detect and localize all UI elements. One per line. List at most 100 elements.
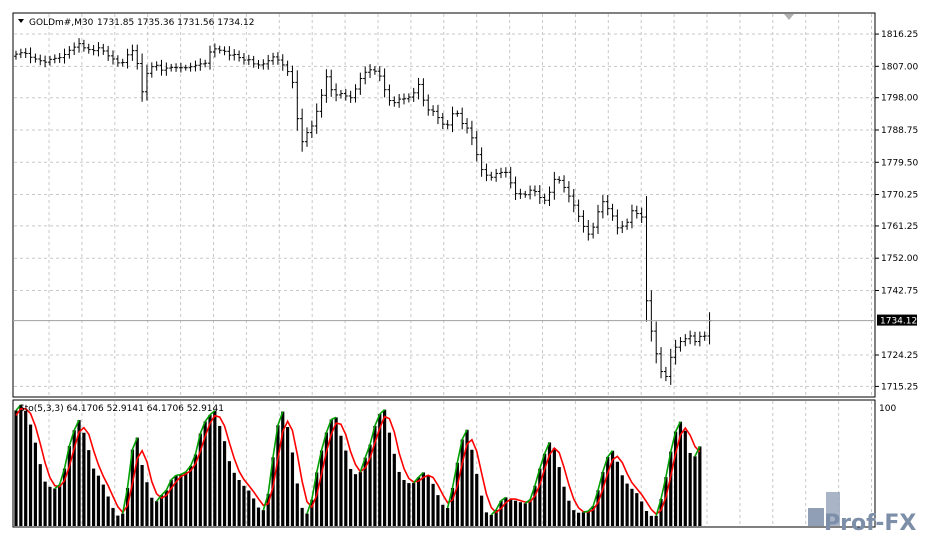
stochastic-bar — [397, 471, 401, 526]
price-bar — [465, 118, 470, 134]
price-bar — [169, 63, 174, 72]
price-bar — [271, 52, 276, 65]
price-bar — [532, 185, 537, 197]
price-bar — [382, 68, 387, 98]
price-bar — [14, 50, 18, 60]
price-tick-label: 1770.25 — [881, 191, 918, 201]
stochastic-bar — [135, 437, 139, 526]
price-bar — [144, 64, 149, 101]
stochastic-bar — [407, 483, 411, 526]
price-bar — [91, 44, 96, 56]
stochastic-bar — [232, 472, 236, 526]
price-bar — [484, 163, 489, 182]
price-bar — [688, 330, 693, 345]
stochastic-bar — [174, 475, 178, 526]
stochastic-bar — [383, 409, 387, 526]
main-grid — [14, 14, 874, 396]
stochastic-bar — [58, 484, 62, 526]
price-bar — [314, 103, 319, 134]
stochastic-bar — [489, 514, 493, 526]
price-tick-label: 1752.00 — [881, 254, 918, 264]
price-bar — [135, 44, 140, 70]
stochastic-bar — [421, 472, 425, 526]
price-bar — [668, 348, 673, 385]
stochastic-bar — [48, 486, 52, 526]
price-bar — [217, 45, 222, 54]
stochastic-bar — [349, 468, 353, 526]
price-bar — [576, 199, 581, 222]
price-bar — [494, 168, 499, 182]
price-bar — [392, 96, 397, 107]
stochastic-bar — [533, 485, 537, 526]
stochastic-bar — [654, 515, 658, 526]
price-tick-label: 1807.00 — [881, 62, 918, 72]
stochastic-bar — [426, 476, 430, 526]
stochastic-bar — [19, 404, 23, 526]
stochastic-bar — [504, 497, 508, 526]
stochastic-bar — [528, 499, 532, 526]
stochastic-bar — [538, 468, 542, 526]
price-bar — [96, 42, 101, 57]
stochastic-bar — [159, 495, 164, 526]
price-bar — [683, 334, 688, 347]
price-bar — [130, 44, 135, 61]
stochastic-bar — [446, 508, 450, 526]
price-bar — [406, 93, 411, 103]
price-bar — [377, 66, 382, 82]
price-bar — [324, 69, 329, 103]
stochastic-bar — [305, 513, 309, 526]
stochastic-bar — [271, 457, 275, 526]
stochastic-bar — [290, 452, 295, 526]
price-bar — [188, 62, 193, 72]
shift-marker-icon[interactable] — [784, 14, 794, 20]
price-bar — [625, 218, 630, 230]
stochastic-bar — [572, 510, 576, 526]
stochastic-bar — [480, 495, 484, 526]
stochastic-bar — [310, 499, 314, 526]
stochastic-bar — [14, 410, 18, 526]
price-bar — [18, 48, 23, 59]
price-bar — [67, 46, 72, 59]
stochastic-bar — [455, 462, 459, 526]
stochastic-bar — [659, 498, 663, 526]
price-bar — [557, 176, 562, 184]
price-bar — [591, 222, 596, 239]
price-bar — [499, 167, 503, 179]
symbol-dropdown-icon[interactable] — [18, 19, 24, 23]
price-tick-label: 1724.25 — [881, 351, 918, 361]
price-bar — [445, 120, 450, 130]
price-bar — [261, 59, 266, 70]
stochastic-bar — [402, 479, 406, 526]
stochastic-bar — [334, 417, 338, 526]
price-bar — [319, 88, 324, 118]
stochastic-bar — [266, 493, 270, 526]
price-bar — [77, 38, 82, 53]
price-bar — [193, 60, 198, 72]
stochastic-bar — [484, 512, 489, 526]
stochastic-bar — [101, 484, 105, 526]
price-tick-label: 1779.50 — [881, 158, 918, 168]
price-bar — [295, 70, 300, 131]
stochastic-bar — [38, 464, 42, 526]
stochastic-bar — [96, 475, 101, 526]
price-bar — [552, 171, 557, 200]
price-bar — [372, 66, 377, 75]
price-bar — [387, 84, 392, 106]
price-bar — [203, 59, 208, 68]
stochastic-bar — [441, 504, 445, 526]
stochastic-bar — [596, 490, 600, 526]
stochastic-bar — [130, 449, 134, 526]
stochastic-bar — [635, 493, 639, 526]
price-bar — [222, 46, 227, 56]
ohlc-label: 1731.85 1735.36 1731.56 1734.12 — [97, 18, 254, 28]
price-bar — [275, 52, 280, 65]
price-bar — [693, 331, 697, 346]
stochastic-bar — [24, 410, 28, 526]
price-bar — [72, 42, 77, 56]
price-bar — [140, 53, 145, 102]
stochastic-bar — [222, 441, 227, 526]
price-tick-label: 1742.75 — [881, 286, 918, 296]
stochastic-bar — [344, 450, 348, 526]
